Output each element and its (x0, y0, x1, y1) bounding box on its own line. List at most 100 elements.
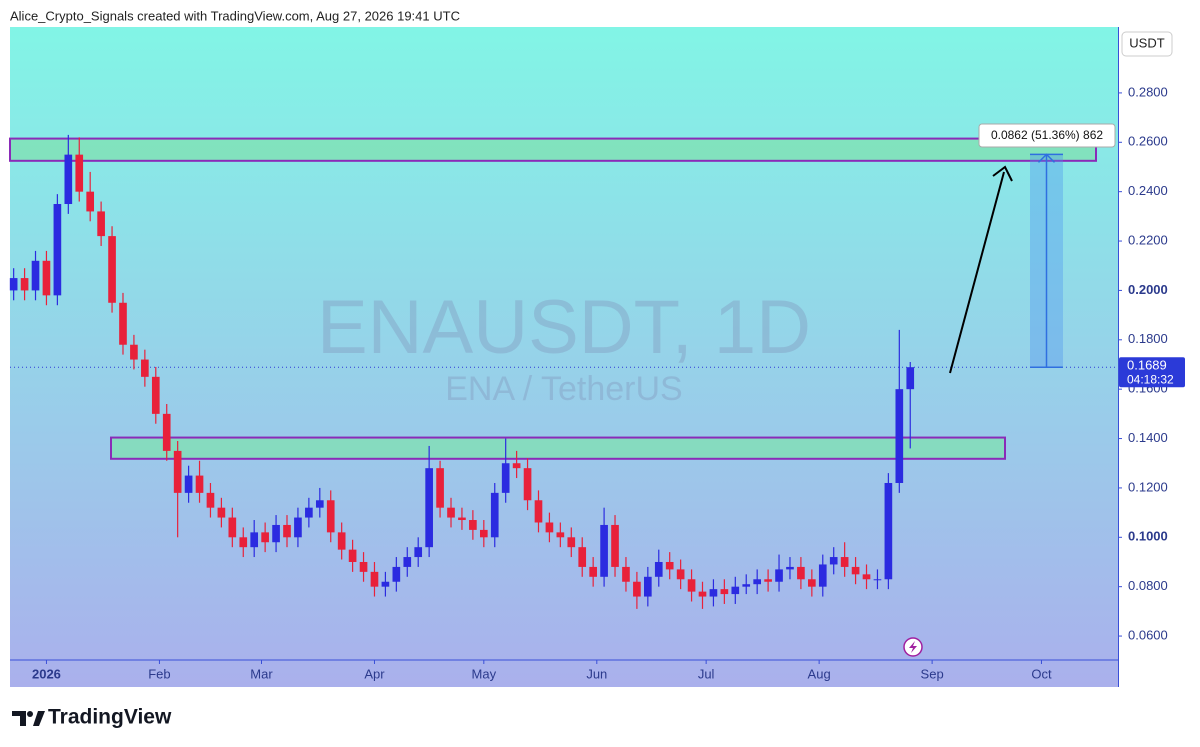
candle-body (381, 581, 390, 587)
last-price-tag (1119, 357, 1185, 388)
x-tick-label: Feb (148, 666, 170, 681)
candle-body (501, 463, 510, 493)
candle-body (348, 549, 357, 562)
candle-body (305, 507, 313, 518)
candle-body (392, 566, 401, 582)
y-tick-label: 0.2000 (1128, 282, 1168, 297)
event-icon-bolt (909, 641, 917, 653)
credit: Alice_Crypto_Signals created with Tradin… (10, 8, 460, 23)
candle-body (403, 557, 412, 567)
x-tick-label: Oct (1031, 666, 1052, 681)
candle-body (141, 359, 149, 377)
candle-body (130, 344, 138, 360)
candle-body (315, 500, 324, 508)
candle-body (359, 561, 368, 572)
x-tick-label: Sep (921, 666, 944, 681)
y-tick-label: 0.0600 (1128, 627, 1168, 642)
currency-button[interactable] (1121, 31, 1173, 57)
candle-body (31, 260, 40, 291)
candle-body (512, 463, 521, 469)
x-tick-label: Mar (250, 666, 273, 681)
measure-arrow-head (1037, 153, 1056, 163)
annotation-arrow-head (992, 165, 1013, 182)
candle-body (490, 492, 499, 538)
candle-body (884, 482, 893, 580)
candle-body (228, 517, 237, 538)
candle-body (665, 561, 674, 570)
candle-body (479, 529, 488, 538)
candle-body (162, 413, 171, 451)
currency-label: USDT (1129, 35, 1164, 50)
candle-body (764, 579, 772, 582)
watermark-symbol: ENAUSDT, 1D (317, 285, 811, 370)
candle-body (775, 569, 783, 582)
candle-body (895, 389, 904, 483)
brand: TradingView (48, 706, 172, 729)
candle-body (469, 520, 477, 530)
candle-body (611, 524, 619, 567)
candle-body (818, 564, 827, 587)
candle-body (906, 367, 915, 390)
candle-body (720, 589, 729, 595)
candle-body (567, 537, 576, 548)
candle-body (173, 450, 182, 493)
candle-body (337, 532, 346, 550)
candle-body (523, 468, 532, 501)
candle-body (731, 586, 740, 595)
candle-body (687, 579, 696, 592)
candle-body (458, 517, 466, 521)
candle-body (53, 204, 62, 296)
measure-label: 0.0862 (51.36%) 862 (991, 128, 1103, 142)
candle-body (20, 278, 29, 291)
brand-logo (12, 711, 45, 726)
candle-body (840, 557, 849, 567)
x-tick-label: Apr (364, 666, 385, 681)
candle-body (414, 547, 423, 558)
candle-body (184, 475, 193, 493)
countdown-label: 04:18:32 (1127, 372, 1174, 386)
candle-body (589, 566, 597, 577)
candle-body (786, 566, 794, 570)
candle-body (698, 591, 707, 597)
candle-body (797, 566, 805, 580)
candle-body (272, 524, 280, 543)
x-tick-label: Aug (808, 666, 831, 681)
candle-body (97, 211, 105, 237)
x-tick-label: 2026 (32, 666, 61, 681)
x-tick-label: May (472, 666, 497, 681)
y-tick-label: 0.1000 (1128, 529, 1168, 544)
candle-body (64, 154, 73, 205)
measure-label-box (978, 123, 1116, 148)
resistance-zone (9, 137, 1097, 162)
y-tick-label: 0.2400 (1128, 183, 1168, 198)
y-tick-label: 0.2600 (1128, 134, 1168, 149)
last-price-label: 0.1689 (1127, 358, 1167, 373)
candle-body (86, 191, 95, 212)
candle-body (578, 547, 587, 567)
candle-body (436, 468, 444, 508)
y-tick-label: 0.1800 (1128, 331, 1168, 346)
candle-body (151, 376, 160, 414)
candle-body (370, 571, 379, 587)
candle-body (709, 589, 718, 597)
candle-body (622, 566, 630, 582)
candle-body (808, 579, 816, 587)
y-tick-label: 0.2200 (1128, 232, 1168, 247)
candle-body (644, 576, 652, 597)
plot: 0.0862 (51.36%) 862 (9, 123, 1118, 609)
plot-background (10, 27, 1118, 687)
candle-body (239, 537, 248, 548)
candle-body (534, 500, 543, 523)
candle-body (261, 532, 269, 543)
candle-body (108, 236, 116, 303)
candle-body (742, 584, 751, 587)
candle-body (600, 524, 608, 577)
y-tick-label: 0.0800 (1128, 578, 1168, 593)
candle-body (42, 260, 51, 296)
candle-body (862, 574, 871, 580)
candle-body (75, 154, 84, 192)
candle-body (633, 581, 641, 597)
candle-body (9, 278, 18, 291)
y-tick-label: 0.1400 (1128, 430, 1168, 445)
